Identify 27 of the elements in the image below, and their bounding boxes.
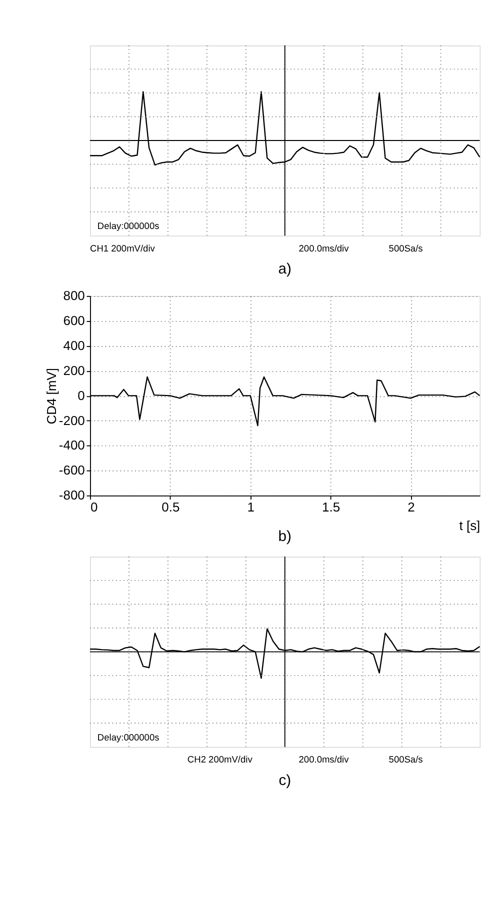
text: a) [278,262,292,278]
y-tick-label: 600 [63,313,85,328]
text: 500Sa/s [388,243,424,254]
text: 500Sa/s [388,754,424,765]
y-axis-title: CD4 [mV] [44,368,60,424]
text: Delay:000000s [97,732,160,742]
y-tick-label: 800 [63,288,85,304]
text: CH2 200mV/div [187,754,253,765]
text: Delay:000000s [97,221,160,232]
y-tick-label: -600 [58,462,85,478]
x-tick-label: 1 [247,500,254,515]
y-tick-label: -800 [58,488,85,503]
y-tick-label: -200 [58,412,85,428]
x-tick-label: 1.5 [322,500,340,515]
x-tick-label: 0 [90,500,98,515]
text: b) [278,528,292,545]
x-tick-label: 2 [408,500,415,515]
text: 200.0ms/div [298,243,350,254]
y-tick-label: 0 [78,388,85,403]
x-axis-title: t [s] [459,518,480,534]
y-tick-label: -400 [58,438,85,453]
text: CH1 200mV/div [90,243,156,254]
x-tick-label: 0.5 [162,500,180,515]
y-tick-label: 200 [63,362,85,378]
text: c) [278,772,292,789]
y-tick-label: 400 [63,338,85,353]
text: 200.0ms/div [298,754,350,765]
